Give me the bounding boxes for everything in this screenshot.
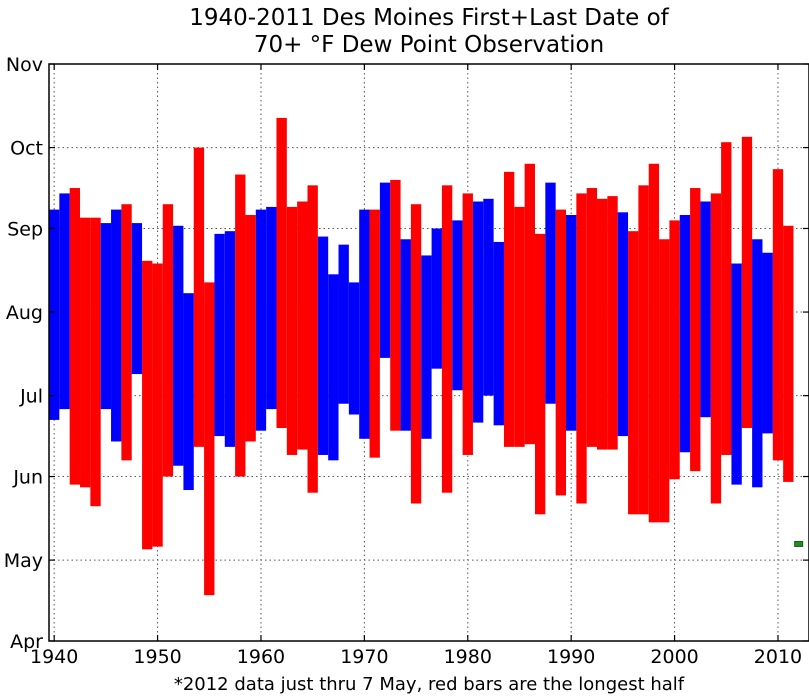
- bar-1960: [255, 209, 267, 431]
- bar-1984: [503, 171, 515, 447]
- bar-2010: [772, 169, 784, 461]
- bar-1991: [576, 193, 587, 504]
- y-tick-label: Oct: [10, 138, 43, 160]
- bar-1977: [431, 228, 442, 369]
- bar-1962: [276, 117, 287, 428]
- bar-1987: [534, 233, 546, 515]
- x-tick-label: 1940: [30, 646, 78, 668]
- bar-1972: [379, 182, 391, 358]
- x-tick-label: 2010: [754, 646, 802, 668]
- bar-1945: [100, 223, 112, 410]
- bar-1967: [328, 274, 339, 461]
- bar-1958: [235, 174, 246, 477]
- bar-1948: [131, 223, 143, 375]
- bar-1985: [514, 206, 525, 447]
- y-tick-label: Nov: [6, 54, 43, 76]
- bar-1979: [452, 220, 463, 391]
- bar-1942: [69, 188, 81, 485]
- bar-1999: [659, 239, 670, 523]
- chart-title-line-1: 1940-2011 Des Moines First+Last Date of: [189, 5, 669, 31]
- bar-1978: [441, 185, 453, 493]
- bar-1992: [586, 188, 598, 447]
- bar-2000: [669, 220, 680, 480]
- bar-2003: [700, 201, 711, 418]
- bar-1983: [493, 241, 504, 426]
- y-tick-label: Aug: [6, 302, 43, 324]
- bar-1996: [628, 231, 639, 515]
- bar-1951: [162, 204, 174, 477]
- bar-1994: [607, 196, 618, 450]
- bar-2009: [762, 252, 773, 434]
- x-tick-label: 2000: [650, 646, 698, 668]
- bar-1953: [183, 293, 194, 491]
- y-tick-label: Apr: [10, 631, 43, 653]
- bar-1963: [286, 206, 298, 455]
- bar-1961: [266, 206, 277, 410]
- bar-1943: [80, 217, 91, 488]
- plot-frame: [48, 63, 809, 642]
- bar-2011: [783, 225, 794, 482]
- bar-1941: [59, 193, 70, 410]
- bar-1975: [410, 204, 422, 504]
- y-tick-label: May: [4, 550, 43, 572]
- bars: [49, 117, 804, 596]
- bar-1957: [224, 231, 236, 447]
- y-tick-label: Jul: [19, 386, 43, 408]
- bar-1970: [359, 209, 370, 439]
- bar-2004: [710, 193, 722, 504]
- bar-2001: [679, 214, 691, 453]
- x-tick-label: 1980: [444, 646, 492, 668]
- bar-2012: [794, 540, 804, 547]
- x-tick-label: 1960: [237, 646, 285, 668]
- bar-1989: [555, 209, 567, 496]
- bar-1956: [214, 233, 225, 437]
- bar-1949: [142, 260, 153, 550]
- bar-1950: [152, 263, 163, 547]
- bar-1947: [121, 204, 132, 461]
- bar-1955: [204, 282, 215, 596]
- bar-1969: [348, 282, 360, 415]
- bar-2007: [741, 136, 753, 428]
- bar-1981: [472, 201, 484, 423]
- bar-1965: [307, 185, 318, 493]
- bar-1946: [111, 209, 122, 442]
- bar-1968: [338, 244, 349, 404]
- axis-ticks: Apr May Jun Jul Aug Sep Oct Nov 1940 1950 1960 1970…: [4, 54, 809, 668]
- bar-1986: [524, 163, 535, 445]
- x-tick-label: 1950: [133, 646, 181, 668]
- bar-1990: [566, 214, 577, 431]
- bar-1995: [617, 212, 629, 437]
- bar-1959: [245, 214, 256, 442]
- bar-1954: [193, 147, 205, 447]
- bar-1997: [638, 185, 649, 515]
- x-tick-label: 1970: [340, 646, 388, 668]
- bar-2008: [752, 239, 763, 488]
- bar-1966: [317, 236, 329, 455]
- chart-title-line-2: 70+ °F Dew Point Observation: [254, 32, 604, 58]
- bar-1993: [597, 198, 608, 450]
- bar-1982: [483, 198, 494, 396]
- x-tick-label: 1990: [547, 646, 595, 668]
- bar-1944: [90, 217, 101, 507]
- x-axis-label: *2012 data just thru 7 May, red bars are…: [174, 674, 685, 695]
- bar-1971: [369, 209, 380, 458]
- bar-1940: [49, 209, 60, 420]
- bar-2002: [690, 188, 701, 472]
- y-tick-label: Sep: [7, 218, 43, 240]
- bar-2005: [721, 142, 732, 455]
- bar-2006: [731, 263, 742, 485]
- bar-1998: [648, 163, 660, 523]
- bar-1988: [545, 182, 556, 404]
- bar-1952: [173, 225, 184, 466]
- bar-1980: [462, 193, 473, 455]
- bar-1976: [421, 255, 432, 439]
- bar-1973: [390, 179, 401, 431]
- y-tick-label: Jun: [12, 467, 43, 489]
- bar-1974: [400, 239, 411, 431]
- bar-1964: [297, 201, 308, 450]
